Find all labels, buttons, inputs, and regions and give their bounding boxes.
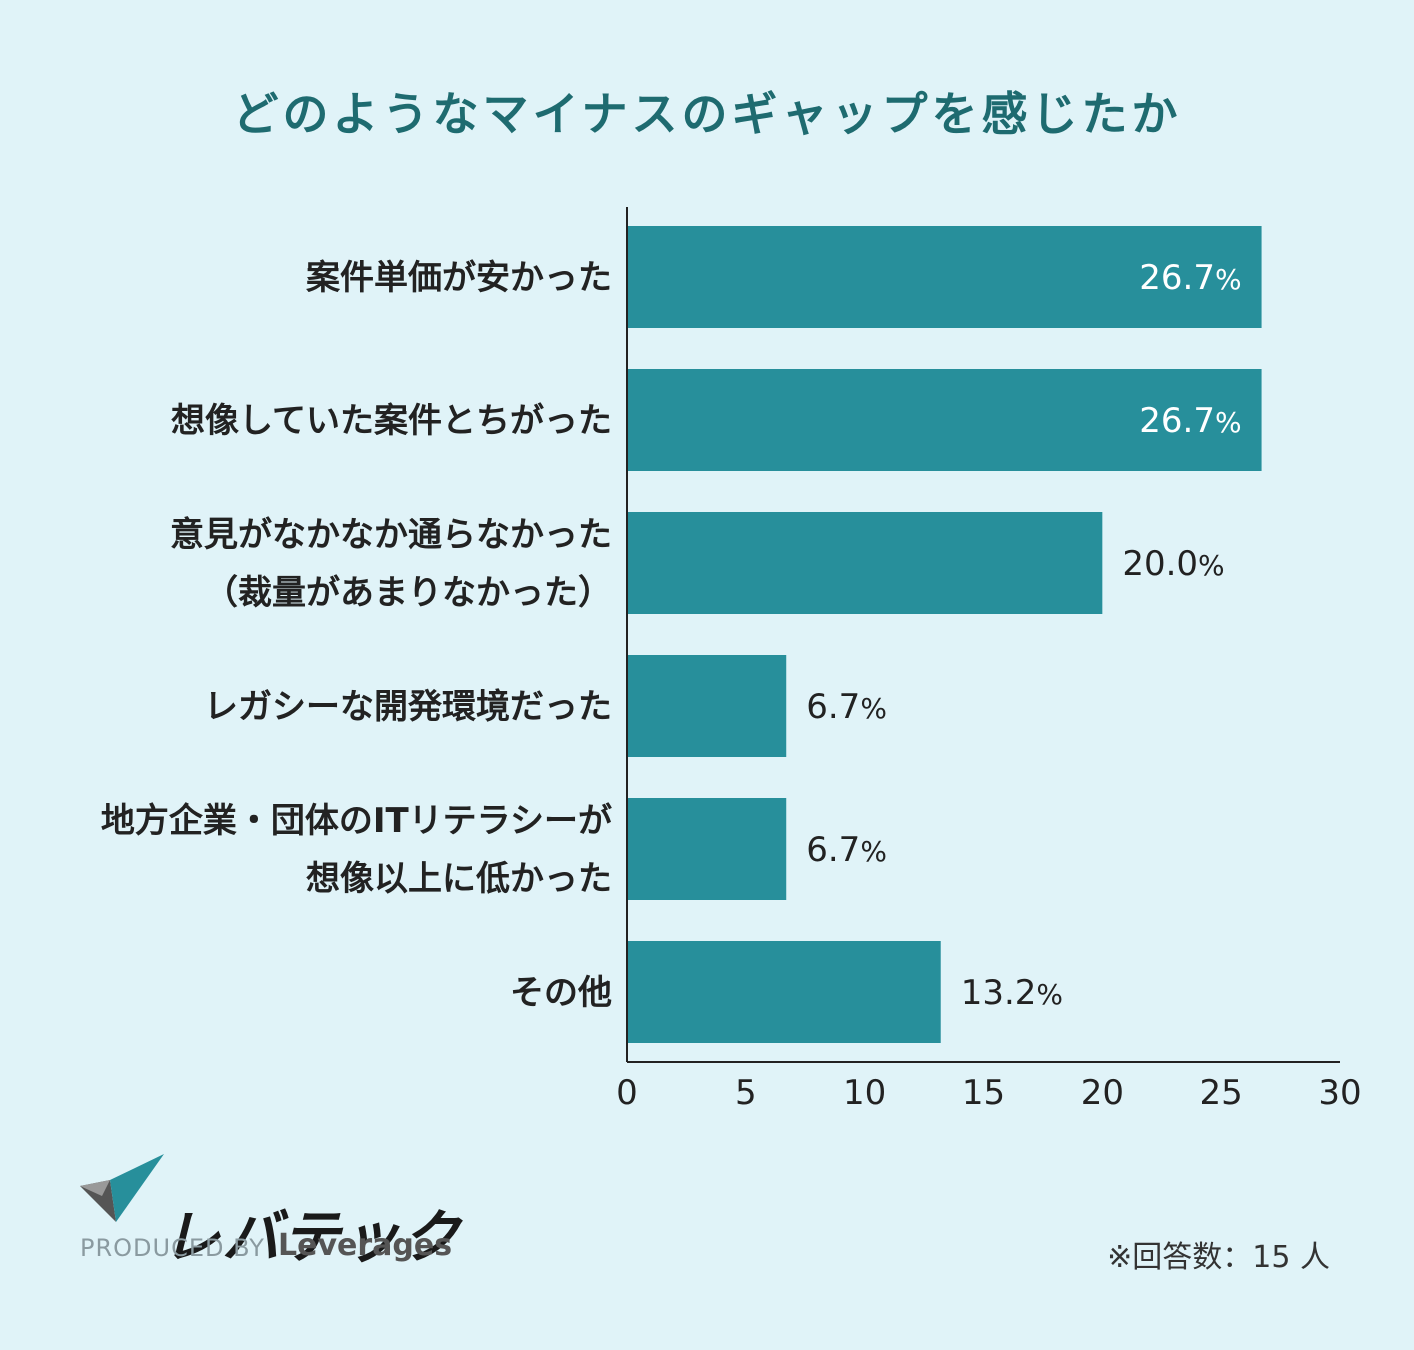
respondent-count-note: ※回答数：15 人 <box>1107 1240 1330 1275</box>
x-tick-label-5: 25 <box>1200 1073 1243 1113</box>
category-label-2: 意見がなかなか通らなかった（裁量があまりなかった） <box>170 515 612 613</box>
x-tick-label-6: 30 <box>1318 1073 1361 1113</box>
value-label-4: 6.7% <box>806 830 887 870</box>
value-label-1: 26.7% <box>1139 401 1241 441</box>
category-label-5: その他 <box>510 973 612 1013</box>
category-label-1: 想像していた案件とちがった <box>171 401 612 441</box>
bar-4 <box>628 798 787 900</box>
x-tick-label-0: 0 <box>616 1073 638 1113</box>
x-tick-label-4: 20 <box>1081 1073 1124 1113</box>
produced-by-label: PRODUCED BY <box>80 1234 265 1262</box>
bar-3 <box>628 655 787 757</box>
chart-title: どのようなマイナスのギャップを感じたか <box>232 87 1182 141</box>
bar-2 <box>628 512 1103 614</box>
value-label-3: 6.7% <box>806 687 887 727</box>
x-tick-label-2: 10 <box>843 1073 886 1113</box>
bar-1 <box>628 369 1262 471</box>
category-label-4: 地方企業・団体のITリテラシーが想像以上に低かった <box>101 801 612 899</box>
value-label-2: 20.0% <box>1122 544 1224 584</box>
category-label-3: レガシーな開発環境だった <box>204 687 612 727</box>
value-label-0: 26.7% <box>1139 258 1241 298</box>
x-tick-label-3: 15 <box>962 1073 1005 1113</box>
category-label-0: 案件単価が安かった <box>306 258 612 298</box>
bar-5 <box>628 941 941 1043</box>
logo-wordmark: レバテック <box>162 1203 463 1271</box>
brand-name: Leverages <box>278 1228 453 1263</box>
x-tick-label-1: 5 <box>735 1073 757 1113</box>
checkmark-logo-icon <box>80 1154 164 1222</box>
bar-chart: 案件単価が安かった想像していた案件とちがった意見がなかなか通らなかった（裁量があ… <box>101 207 1362 1113</box>
value-label-5: 13.2% <box>961 973 1063 1013</box>
leverages-logo: レバテック PRODUCED BY Leverages <box>80 1150 460 1271</box>
bar-0 <box>628 226 1262 328</box>
